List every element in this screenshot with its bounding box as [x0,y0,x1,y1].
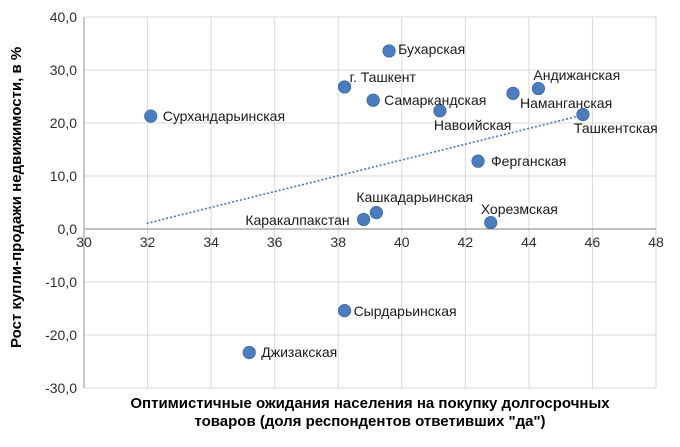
data-point-label: Ферганская [491,153,567,170]
data-point [433,104,447,118]
data-point [506,86,520,100]
data-point [357,212,371,227]
data-point [382,44,396,58]
x-axis-title: Оптимистичные ожидания населения на поку… [84,395,656,431]
data-point-label: Навоийская [433,116,512,133]
data-point [242,345,256,360]
data-point-label: Сурхандарьинская [162,108,286,125]
x-tick-label: 44 [521,234,537,250]
x-tick-label: 36 [266,234,283,250]
x-tick-label: 46 [584,234,601,250]
data-point [484,216,498,230]
x-axis-title-line2: товаров (доля респондентов ответивших "д… [194,413,546,430]
y-tick-label: -30,0 [45,380,77,396]
data-point-label: г. Ташкент [349,68,416,85]
data-point [337,304,352,318]
data-point-label: Хорезмская [480,200,558,217]
data-point-label: Андижанская [533,66,621,83]
y-tick-label: 40,0 [49,9,77,25]
data-point-label: Сырдарьинская [353,302,457,319]
data-point [337,80,352,94]
data-point [531,81,546,96]
data-point [369,205,383,220]
data-point [144,109,158,123]
data-point [366,93,380,107]
y-tick-label: -20,0 [45,327,77,343]
data-point-label: Наманганская [520,95,613,112]
y-tick-label: 30,0 [49,62,77,78]
data-point-label: Кашкадарьинская [356,188,474,205]
x-tick-label: 30 [76,234,92,250]
data-point [471,154,485,168]
data-point-label: Бухарская [398,40,466,57]
x-tick-label: 48 [648,234,664,250]
y-tick-label: -10,0 [45,274,77,290]
y-tick-label: 0,0 [57,221,77,237]
x-tick-label: 40 [393,234,410,250]
x-tick-label: 32 [139,234,156,250]
data-point-label: Джизакская [261,344,338,361]
data-point-label: Каракалпакстан [245,212,350,229]
x-tick-label: 38 [330,234,346,250]
x-axis-title-line1: Оптимистичные ожидания населения на поку… [130,395,610,412]
trendline [146,114,584,225]
y-tick-label: 10,0 [49,168,77,184]
y-tick-label: 20,0 [49,115,77,131]
x-tick-label: 34 [203,234,219,250]
data-point [576,107,590,122]
data-point-label: Самаркандская [384,92,487,109]
y-axis-title: Рост купли-продажи недвижимости, в % [8,46,25,348]
data-point-label: Ташкентская [573,119,658,136]
x-tick-label: 42 [457,234,474,250]
